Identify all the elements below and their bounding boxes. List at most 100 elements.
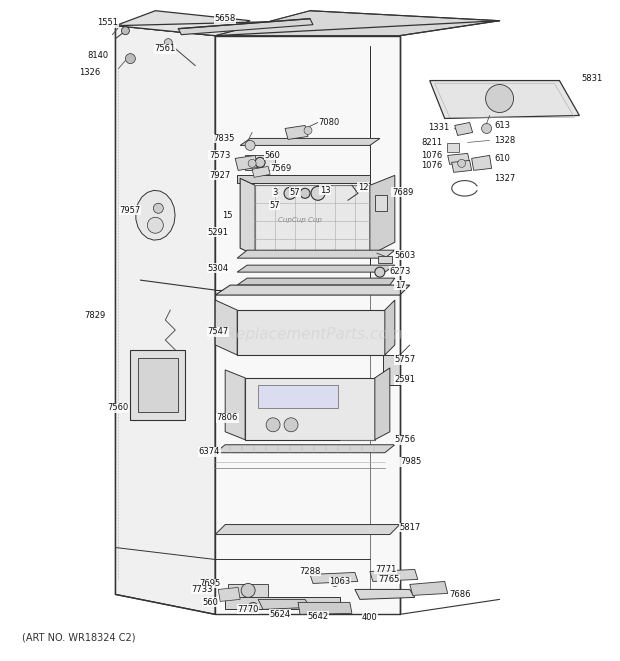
Text: 57: 57	[290, 188, 300, 197]
Text: 5817: 5817	[400, 523, 421, 532]
Circle shape	[331, 578, 339, 586]
Polygon shape	[237, 310, 385, 355]
Circle shape	[148, 217, 163, 233]
Polygon shape	[370, 570, 418, 582]
Text: 2591: 2591	[395, 375, 416, 385]
Text: 7080: 7080	[318, 118, 339, 127]
Text: 6374: 6374	[199, 447, 220, 456]
Text: 1331: 1331	[428, 123, 450, 132]
Text: 560: 560	[264, 151, 280, 160]
Polygon shape	[240, 178, 255, 255]
Text: 7288: 7288	[299, 567, 321, 576]
Polygon shape	[136, 190, 175, 240]
Text: 7561: 7561	[154, 44, 175, 53]
Text: 610: 610	[495, 154, 510, 163]
Polygon shape	[370, 175, 395, 255]
Polygon shape	[258, 600, 310, 609]
Polygon shape	[225, 370, 245, 440]
Text: 7985: 7985	[400, 457, 421, 466]
Text: 3: 3	[273, 188, 278, 197]
Text: 8211: 8211	[422, 138, 443, 147]
Text: 7689: 7689	[392, 188, 413, 197]
Text: 15: 15	[222, 211, 232, 219]
Polygon shape	[215, 11, 500, 36]
Text: 7835: 7835	[214, 134, 235, 143]
Polygon shape	[228, 584, 268, 598]
Text: 1327: 1327	[495, 174, 516, 183]
Text: 7547: 7547	[207, 327, 228, 336]
Text: 5291: 5291	[207, 228, 228, 237]
Text: CupCup Cup: CupCup Cup	[278, 217, 322, 223]
Text: 12: 12	[358, 183, 368, 192]
Polygon shape	[237, 175, 370, 183]
Text: 5642: 5642	[308, 612, 329, 621]
Circle shape	[125, 54, 135, 63]
Polygon shape	[245, 378, 375, 440]
Circle shape	[482, 124, 492, 134]
Circle shape	[458, 159, 466, 167]
Polygon shape	[285, 126, 308, 139]
Text: 6273: 6273	[390, 266, 411, 276]
Text: 7957: 7957	[119, 206, 140, 215]
Bar	[446, 143, 459, 153]
Text: 8140: 8140	[87, 51, 108, 60]
Polygon shape	[128, 355, 184, 414]
Polygon shape	[258, 385, 338, 408]
Circle shape	[375, 267, 385, 277]
Text: 7569: 7569	[270, 164, 291, 173]
Polygon shape	[252, 167, 270, 177]
Circle shape	[245, 140, 255, 151]
Polygon shape	[237, 278, 395, 285]
Polygon shape	[310, 572, 358, 584]
Text: 7770: 7770	[237, 605, 259, 614]
Polygon shape	[448, 153, 469, 165]
Polygon shape	[255, 185, 370, 255]
Text: 5756: 5756	[395, 435, 416, 444]
Text: 7733: 7733	[192, 585, 213, 594]
Text: 57: 57	[270, 201, 280, 210]
Polygon shape	[355, 590, 415, 600]
Circle shape	[311, 186, 325, 200]
Text: 7927: 7927	[209, 171, 230, 180]
Text: 13: 13	[320, 186, 330, 195]
Text: 5603: 5603	[395, 251, 416, 260]
Bar	[378, 256, 392, 263]
Text: 7771: 7771	[375, 565, 396, 574]
Polygon shape	[430, 81, 580, 118]
Text: 560: 560	[202, 598, 218, 607]
Polygon shape	[237, 250, 395, 258]
Polygon shape	[225, 598, 340, 609]
Text: 7829: 7829	[84, 311, 105, 319]
Polygon shape	[218, 588, 240, 602]
Polygon shape	[298, 602, 352, 614]
Polygon shape	[115, 26, 215, 614]
Text: 7806: 7806	[217, 413, 238, 422]
Circle shape	[164, 38, 172, 47]
Text: 1328: 1328	[495, 136, 516, 145]
Text: 1063: 1063	[329, 577, 350, 586]
Polygon shape	[383, 355, 400, 385]
Text: 5658: 5658	[215, 14, 236, 23]
Polygon shape	[454, 122, 472, 136]
Text: 7765: 7765	[378, 575, 399, 584]
Polygon shape	[215, 285, 410, 295]
Text: 5624: 5624	[270, 610, 291, 619]
Text: 5831: 5831	[582, 74, 603, 83]
Text: 7695: 7695	[199, 579, 220, 588]
Text: 1076: 1076	[422, 151, 443, 160]
Text: eReplacementParts.com: eReplacementParts.com	[216, 327, 404, 342]
Circle shape	[266, 418, 280, 432]
Polygon shape	[237, 265, 395, 272]
Polygon shape	[215, 300, 237, 355]
Circle shape	[284, 187, 296, 200]
Polygon shape	[375, 368, 390, 440]
Polygon shape	[138, 358, 179, 412]
Circle shape	[485, 85, 513, 112]
Polygon shape	[452, 161, 472, 173]
Polygon shape	[115, 11, 250, 36]
Text: 613: 613	[495, 121, 511, 130]
Text: 5304: 5304	[207, 264, 228, 272]
Text: 1076: 1076	[422, 161, 443, 170]
Text: 1551: 1551	[97, 19, 118, 27]
Text: 7573: 7573	[209, 151, 230, 160]
